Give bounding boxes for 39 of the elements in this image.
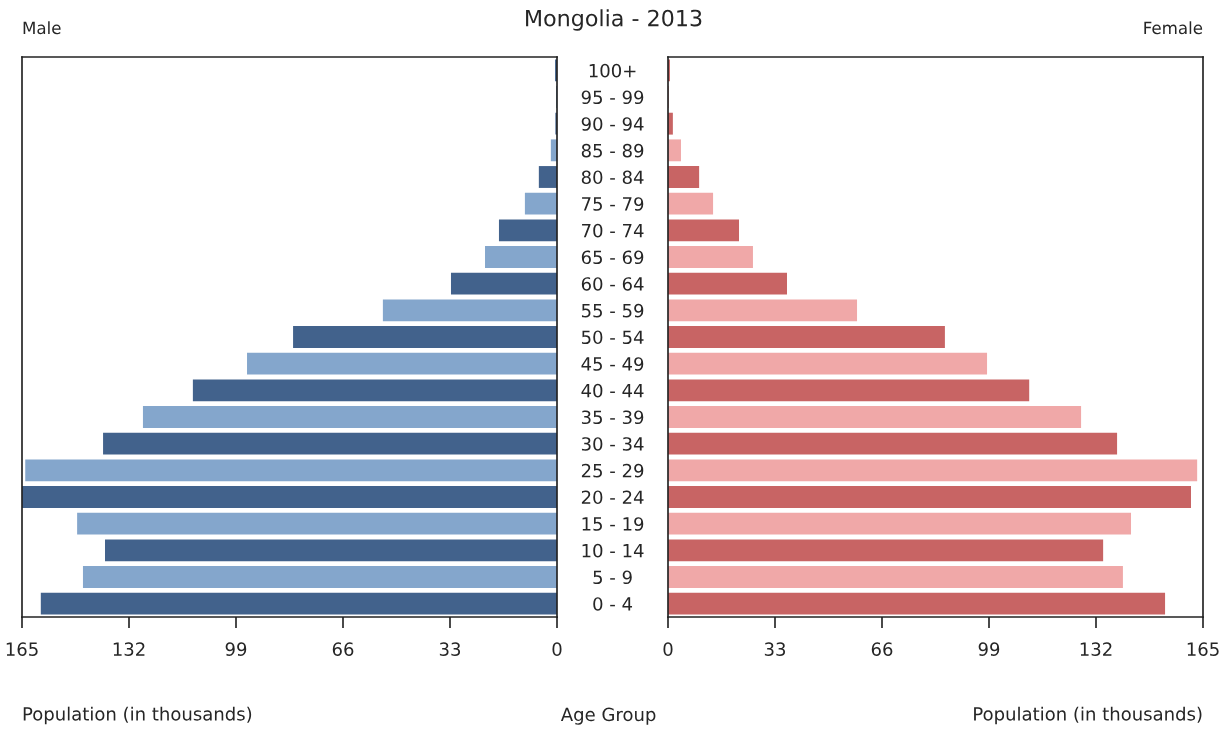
y-tick-label: 15 - 19 [582, 517, 644, 531]
y-tick-label: 75 - 79 [582, 197, 644, 211]
text: Mongolia - 2013 [526, 9, 702, 31]
y-tick-label: 45 - 49 [581, 357, 644, 371]
x-tick-label: 0 [552, 642, 562, 656]
y-tick-label: 10 - 14 [582, 543, 644, 558]
text: Male [23, 21, 61, 35]
x-tick-label: 132 [1080, 642, 1112, 656]
y-tick-label: 100+ [589, 63, 636, 78]
y-tick-label: 60 - 64 [581, 277, 644, 291]
y-tick-label: 5 - 9 [593, 570, 632, 585]
y-tick-label: 25 - 29 [581, 463, 644, 478]
y-tick-label: 70 - 74 [582, 223, 644, 238]
text: Female [1144, 21, 1203, 35]
y-tick-label: 30 - 34 [581, 437, 644, 451]
y-axis-title: Age Group [560, 707, 656, 725]
x-tick-label: 165 [1187, 642, 1219, 656]
y-tick-label: 95 - 99 [581, 90, 644, 105]
y-tick-label: 55 - 59 [581, 303, 644, 318]
x-tick-label: 0 [663, 642, 673, 656]
y-tick-label: 90 - 94 [581, 117, 644, 131]
x-tick-label: 165 [6, 642, 38, 656]
y-tick-label: 40 - 44 [581, 383, 644, 398]
y-tick-label: 65 - 69 [581, 250, 644, 265]
x-tick-label: 66 [871, 642, 893, 656]
y-tick-label: 35 - 39 [581, 410, 644, 425]
x-tick-label: 33 [439, 642, 461, 656]
x-tick-label: 99 [978, 642, 1000, 656]
x-tick-label: 66 [332, 642, 354, 656]
y-tick-label: 0 - 4 [593, 597, 633, 611]
x-tick-label: 99 [225, 642, 247, 656]
y-tick-label: 85 - 89 [581, 143, 644, 158]
y-tick-label: 80 - 84 [581, 170, 644, 185]
x-tick-label: 132 [113, 642, 145, 656]
y-tick-label: 20 - 24 [581, 490, 644, 505]
x-axis-title: Population (in thousands) [974, 706, 1202, 725]
x-tick-label: 33 [764, 642, 786, 656]
x-axis-title: Population (in thousands) [23, 706, 252, 725]
y-tick-label: 50 - 54 [581, 330, 644, 345]
